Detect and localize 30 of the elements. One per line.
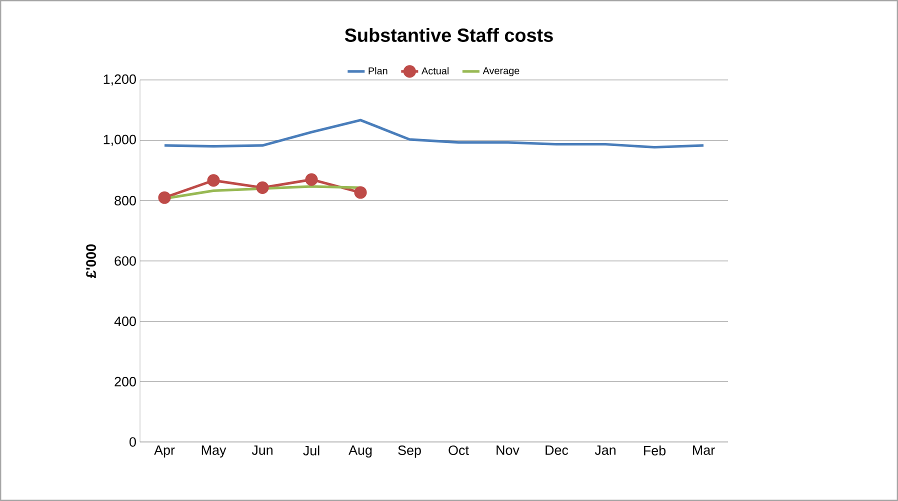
y-tick-label: 400 xyxy=(114,316,136,326)
y-tick-label: 800 xyxy=(114,196,136,206)
line-series xyxy=(163,118,705,149)
point xyxy=(158,191,171,204)
x-tick-label: Sep xyxy=(398,446,421,458)
y-tick-label: 1,200 xyxy=(104,74,136,86)
x-tick-label: Jan xyxy=(594,446,616,455)
y-tick-label: 200 xyxy=(114,376,136,386)
legend-label: Actual xyxy=(421,67,448,74)
y-tick-label: 600 xyxy=(114,256,136,266)
y-axis-title: £'000 xyxy=(86,244,96,278)
x-tick-label: Mar xyxy=(693,446,715,455)
point xyxy=(354,186,367,199)
point xyxy=(256,181,269,194)
legend-label: Average xyxy=(482,67,520,76)
x-tick-label: Nov xyxy=(496,446,520,455)
chart-title: Substantive Staff costs xyxy=(344,28,553,42)
x-tick-label: Dec xyxy=(546,446,568,455)
x-tick-label: Feb xyxy=(644,446,666,456)
y-tick-label: 1,000 xyxy=(104,134,136,146)
legend-label: Plan xyxy=(368,67,388,74)
x-tick-label: Oct xyxy=(448,446,469,456)
x-tick-label: Jun xyxy=(252,446,272,455)
point xyxy=(305,173,318,186)
x-tick-label: Jul xyxy=(303,446,320,456)
point xyxy=(207,174,220,187)
x-tick-label: May xyxy=(202,446,226,458)
x-tick-label: Aug xyxy=(348,446,372,458)
x-tick-label: Apr xyxy=(154,446,175,458)
y-tick-label: 0 xyxy=(130,437,136,447)
